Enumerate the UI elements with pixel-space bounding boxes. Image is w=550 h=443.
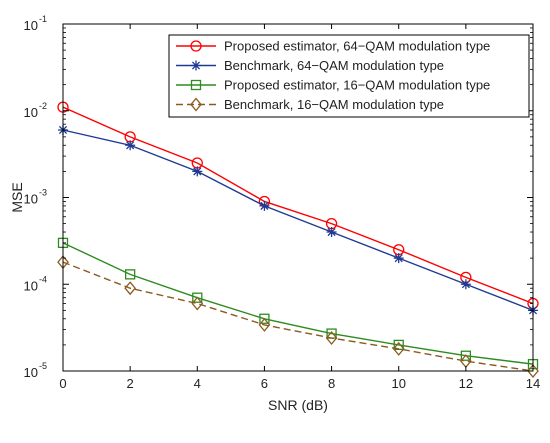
legend-marker [190, 79, 202, 91]
y-tick-exponent: -1 [39, 14, 47, 24]
data-point [124, 281, 136, 296]
legend-box [168, 34, 530, 118]
data-point [124, 269, 136, 280]
x-tick-label: 12 [459, 376, 473, 391]
data-point [192, 166, 203, 177]
data-point [259, 313, 270, 324]
data-point [125, 140, 136, 151]
x-tick-label: 6 [261, 376, 268, 391]
data-point [258, 317, 271, 332]
y-tick-label: 10 [24, 18, 38, 33]
legend-label: Proposed estimator, 16−QAM modulation ty… [224, 78, 490, 93]
y-tick-label: 10 [24, 105, 38, 120]
y-tick-label: 10 [24, 365, 38, 380]
data-point [192, 292, 203, 303]
x-tick-label: 14 [526, 376, 540, 391]
series-line [62, 242, 534, 365]
y-axis-title: MSE [9, 182, 25, 212]
y-tick-exponent: -2 [39, 101, 47, 111]
data-point [325, 331, 338, 346]
legend-marker [191, 60, 201, 71]
y-tick-exponent: -3 [39, 188, 47, 198]
y-tick-label: 10 [24, 278, 38, 293]
x-tick-label: 0 [59, 376, 66, 391]
x-tick-label: 10 [391, 376, 405, 391]
x-axis-title: SNR (dB) [268, 397, 328, 413]
series-line [62, 261, 534, 372]
data-point [259, 200, 270, 211]
y-tick-exponent: -5 [39, 361, 47, 371]
series-layer [57, 101, 539, 379]
y-tick-label: 10 [24, 192, 38, 207]
x-tick-label: 8 [328, 376, 335, 391]
data-point [393, 253, 404, 264]
series-line [62, 106, 534, 305]
legend-label: Benchmark, 16−QAM modulation type [224, 97, 444, 112]
data-point [392, 341, 405, 356]
data-point [527, 363, 539, 379]
data-point [460, 279, 471, 290]
series-line [62, 129, 534, 312]
legend-marker [190, 97, 202, 112]
legend: Proposed estimator, 64−QAM modulation ty… [168, 34, 530, 118]
data-point [326, 227, 337, 238]
plot-frame [62, 23, 534, 372]
x-tick-label: 2 [127, 376, 134, 391]
legend-marker [190, 40, 202, 52]
x-tick-label: 4 [194, 376, 201, 391]
legend-label: Proposed estimator, 64−QAM modulation ty… [224, 39, 490, 54]
legend-label: Benchmark, 64−QAM modulation type [224, 58, 444, 73]
y-tick-exponent: -4 [39, 274, 47, 284]
data-point [191, 296, 204, 311]
data-point [460, 350, 472, 361]
